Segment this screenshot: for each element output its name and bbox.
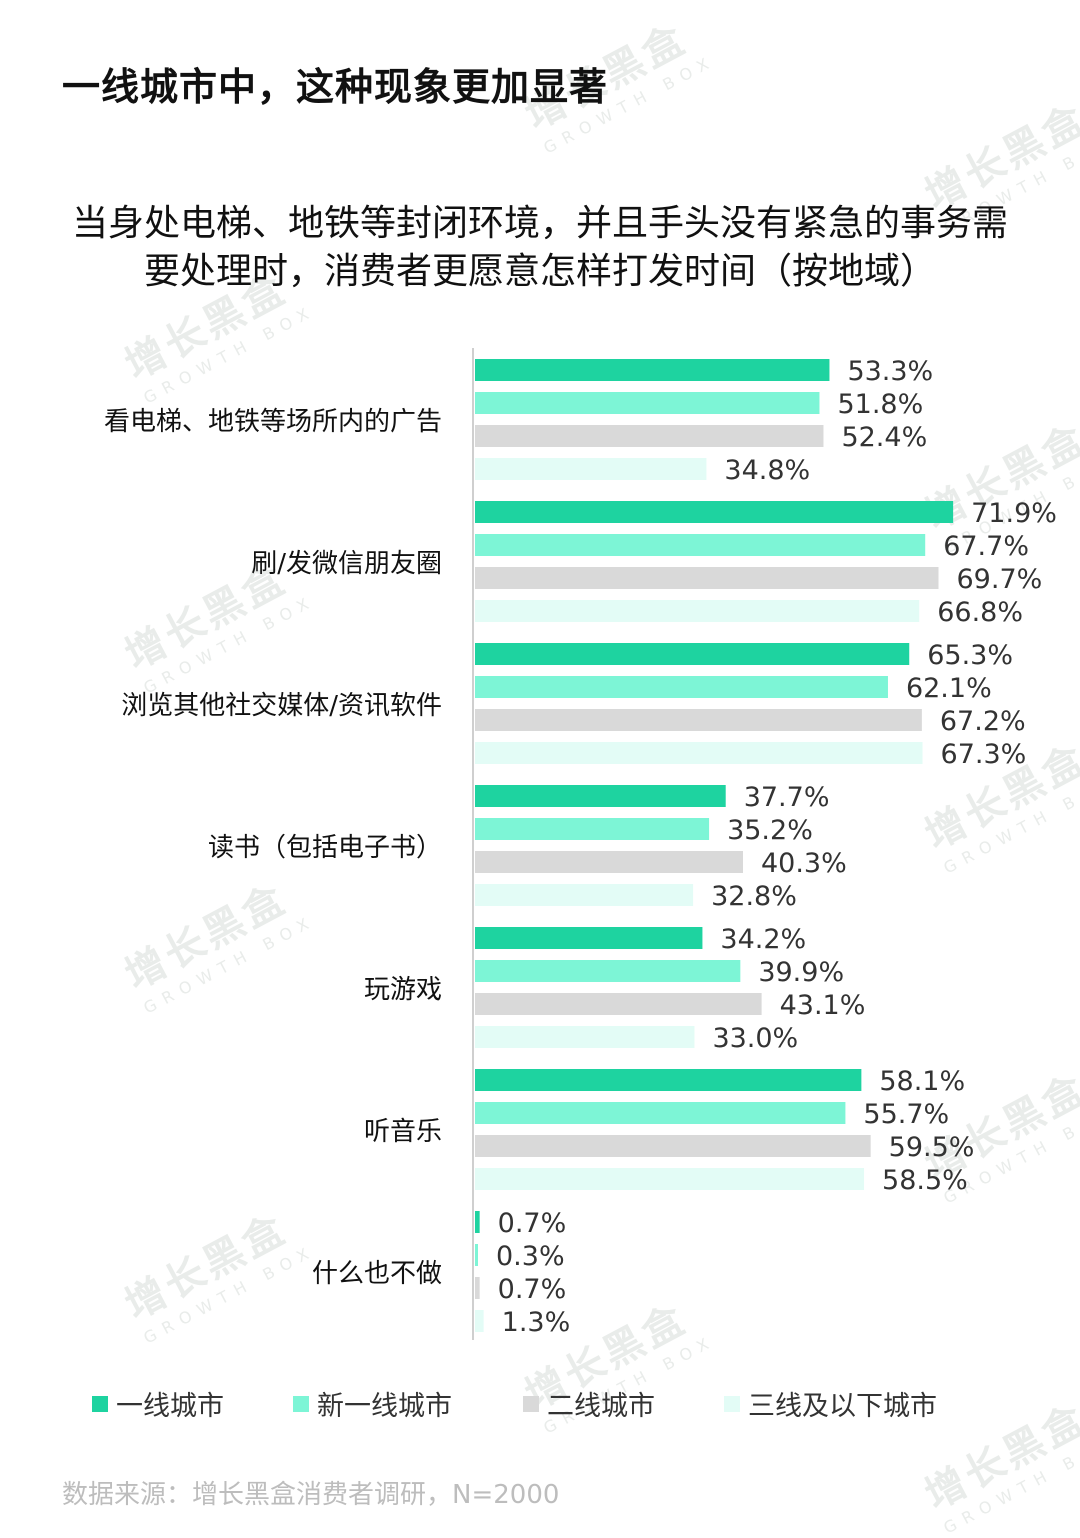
category-labels: 看电梯、地铁等场所内的广告刷/发微信朋友圈浏览其他社交媒体/资讯软件读书（包括电… [104,407,442,1289]
category-label: 听音乐 [364,1117,442,1147]
bar [475,960,741,982]
data-label: 0.7% [498,1274,567,1305]
chart-title: 当身处电梯、地铁等封闭环境，并且手头没有紧急的事务需 要处理时，消费者更愿意怎样… [0,200,1080,296]
data-label: 58.1% [879,1066,965,1097]
bar [475,425,824,447]
legend-item-tier3-below: 三线及以下城市 [724,1384,937,1423]
data-label: 62.1% [906,673,992,704]
bar [475,851,743,873]
data-label: 33.0% [712,1023,798,1054]
data-label: 55.7% [863,1099,949,1130]
bar [475,458,707,480]
data-label: 35.2% [727,815,813,846]
bar [475,1168,865,1190]
data-label: 43.1% [780,990,866,1021]
category-label: 读书（包括电子书） [208,833,442,863]
legend-label: 新一线城市 [317,1391,452,1422]
bar [475,534,926,556]
data-label: 58.5% [882,1165,968,1196]
data-label: 39.9% [758,957,844,988]
bar [475,1244,478,1266]
data-label: 52.4% [841,422,927,453]
legend-swatch [92,1395,108,1412]
legend-swatch [724,1395,740,1412]
legend-swatch [523,1395,539,1412]
data-label: 71.9% [971,498,1057,529]
bar [475,643,910,665]
data-label: 32.8% [711,881,797,912]
bar [475,501,954,523]
data-label: 51.8% [837,389,923,420]
bar [475,359,830,381]
bar [475,567,939,589]
bar [475,1135,871,1157]
page-headline: 一线城市中，这种现象更加显著 [62,65,609,109]
bar [475,785,726,807]
legend-label: 一线城市 [116,1391,224,1422]
data-label: 67.3% [941,739,1027,770]
bar [475,993,762,1015]
bar [475,742,923,764]
bar [475,676,888,698]
legend-swatch [293,1395,309,1412]
data-label: 34.8% [724,455,810,486]
data-source-note: 数据来源：增长黑盒消费者调研，N=2000 [62,1480,560,1510]
data-label: 69.7% [957,564,1043,595]
legend-label: 二线城市 [547,1391,655,1422]
bar [475,600,920,622]
data-label: 59.5% [889,1132,975,1163]
chart-title-line-2: 要处理时，消费者更愿意怎样打发时间（按地域） [143,251,936,292]
bar [475,709,922,731]
data-label: 34.2% [720,924,806,955]
chart-title-line-1: 当身处电梯、地铁等封闭环境，并且手头没有紧急的事务需 [71,203,1008,244]
legend-item-tier2: 二线城市 [523,1384,655,1423]
data-label: 0.3% [496,1241,565,1272]
bar [475,1102,846,1124]
bar [475,1026,695,1048]
bar [475,884,694,906]
bar [475,1277,480,1299]
bar [475,1211,480,1233]
category-label: 玩游戏 [364,975,442,1005]
bar [475,927,703,949]
legend-item-new-tier1: 新一线城市 [293,1384,452,1423]
category-label: 什么也不做 [312,1259,442,1289]
data-label: 66.8% [937,597,1023,628]
bar [475,1069,862,1091]
data-label: 67.7% [943,531,1029,562]
chart-legend: 一线城市 新一线城市 二线城市 三线及以下城市 [0,1384,1080,1424]
data-label: 67.2% [940,706,1026,737]
category-label: 刷/发微信朋友圈 [251,549,442,579]
legend-label: 三线及以下城市 [748,1391,937,1422]
chart-bars: 53.3%51.8%52.4% 34.8% 71.9%67.7%69.7%66.8%… [475,356,1057,1338]
bar [475,1310,484,1332]
data-label: 0.7% [498,1208,567,1239]
data-label: 53.3% [847,356,933,387]
data-label: 1.3% [502,1307,571,1338]
bar [475,818,710,840]
category-label: 浏览其他社交媒体/资讯软件 [121,691,442,721]
data-label: 65.3% [927,640,1013,671]
bar [475,392,820,414]
data-label: 37.7% [744,782,830,813]
category-label: 看电梯、地铁等场所内的广告 [104,407,442,437]
bar-chart: 53.3%51.8%52.4% 34.8% 71.9%67.7%69.7%66.8%… [104,348,1057,1340]
data-label: 40.3% [761,848,847,879]
legend-item-tier1: 一线城市 [92,1384,224,1423]
